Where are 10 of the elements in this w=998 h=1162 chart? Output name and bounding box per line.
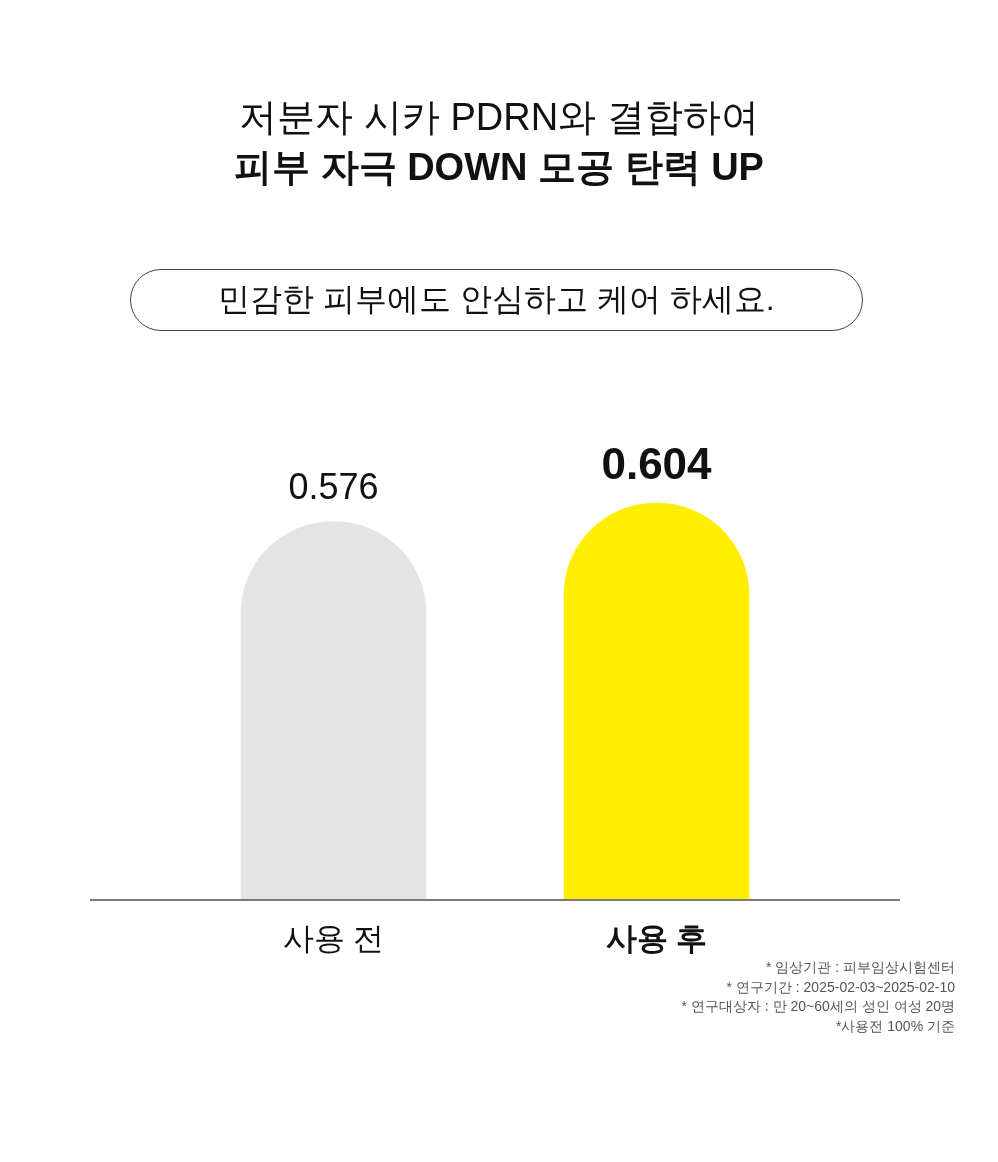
text: * 연구대상자 : 만 20~60세의 성인 여성 20명 bbox=[681, 997, 955, 1016]
x-tick-label: 사용 후 bbox=[605, 921, 708, 957]
data-label: 0.604 bbox=[601, 439, 713, 489]
text: *사용전 100% 기준 bbox=[834, 1016, 955, 1036]
x-tick-label: 사용 전 bbox=[282, 921, 385, 957]
data-label: 0.576 bbox=[288, 466, 379, 508]
text: * 임상기관 : 피부임상시험센터 bbox=[765, 958, 955, 977]
text: * 연구기간 : 2025-02-03~2025-02-10 bbox=[725, 977, 955, 997]
chart-subtitle: 민감한 피부에도 안심하고 케어 하세요. bbox=[130, 269, 863, 331]
chart-title: 저분자 시카 PDRN와 결합하여 피부 자극 DOWN 모공 탄력 UP bbox=[233, 95, 765, 190]
